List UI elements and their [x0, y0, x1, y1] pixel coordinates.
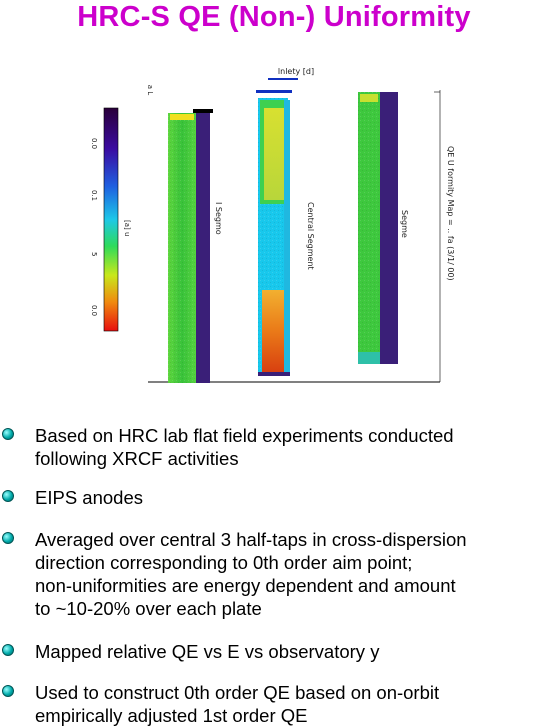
colorbar-ticks: 0.0 0.1 5 0.0	[90, 138, 98, 316]
bullet-icon	[2, 644, 14, 656]
figure-right-label: QE U formity Map = .. fa (3/1/ 00)	[446, 146, 455, 281]
colorbar-tick-label: 5	[90, 252, 98, 256]
bullet-text: EIPS anodes	[35, 487, 143, 508]
qe-uniformity-figure: lnlety [d] a L 0.0 0.1 5 0.0 [a] u I Seg…	[0, 60, 548, 390]
bullet-icon	[2, 685, 14, 697]
bullet-text: Mapped relative QE vs E vs observatory y	[35, 641, 380, 662]
segment-label: I Segmo	[214, 202, 223, 235]
segment-label: Central Segment	[306, 202, 315, 270]
segment-label: Segme	[400, 210, 409, 238]
segment-2-strip: Central Segment	[256, 90, 315, 376]
bullet-text: Used to construct 0th order QE based on …	[35, 682, 440, 726]
colorbar-tick-label: 0.0	[90, 138, 98, 149]
bullet-text: Averaged over central 3 half-taps in cro…	[35, 529, 467, 619]
segment-3-strip: Segme	[358, 92, 409, 364]
bullet-icon	[2, 490, 14, 502]
segment-1-strip: I Segmo	[168, 109, 223, 383]
colorbar-label: [a] u	[123, 220, 131, 236]
page-title: HRC-S QE (Non-) Uniformity	[77, 1, 471, 33]
colorbar	[103, 107, 119, 332]
bullet-text: Based on HRC lab flat field experiments …	[35, 425, 454, 469]
figure-top-label: lnlety [d]	[278, 67, 314, 76]
colorbar-tick-label: 0.0	[90, 305, 98, 316]
figure-left-tag: a L	[146, 85, 154, 96]
bullet-icon	[2, 428, 14, 440]
colorbar-tick-label: 0.1	[90, 190, 98, 201]
bullet-icon	[2, 532, 14, 544]
